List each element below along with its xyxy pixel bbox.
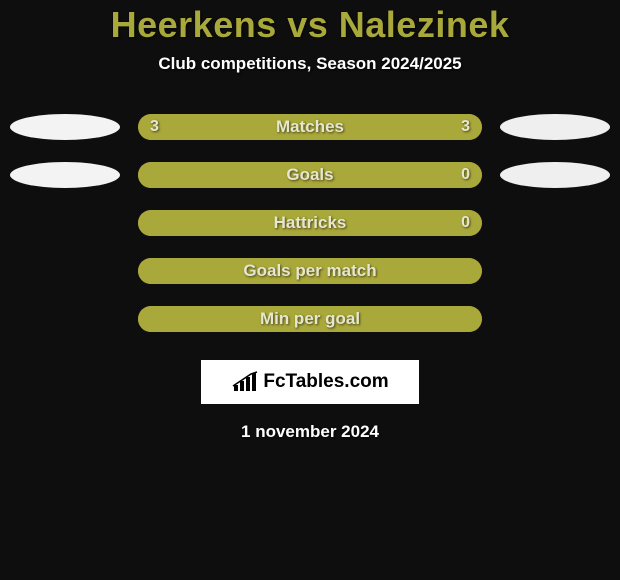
player-right-ellipse [500,210,610,236]
brand-box: FcTables.com [201,360,419,404]
stat-bar: Goals per match [138,258,482,284]
player-left-ellipse [10,162,120,188]
date-line: 1 november 2024 [0,422,620,442]
player-right-ellipse [500,162,610,188]
stat-label: Hattricks [138,210,482,236]
content-wrap: Heerkens vs Nalezinek Club competitions,… [0,0,620,442]
stat-label: Goals per match [138,258,482,284]
subtitle: Club competitions, Season 2024/2025 [0,54,620,74]
player-left-ellipse [10,210,120,236]
stat-row: Min per goal [0,306,620,332]
stat-bar: Min per goal [138,306,482,332]
stat-label: Matches [138,114,482,140]
stat-row: 33Matches [0,114,620,140]
stat-rows: 33Matches 0Goals 0Hattricks Goals per match… [0,114,620,332]
player-left-ellipse [10,306,120,332]
stat-row: 0Goals [0,162,620,188]
stat-bar: 33Matches [138,114,482,140]
player-left-ellipse [10,114,120,140]
stat-label: Goals [138,162,482,188]
stat-row: Goals per match [0,258,620,284]
player-right-ellipse [500,258,610,284]
brand-chart-icon [231,371,259,393]
stat-bar: 0Goals [138,162,482,188]
player-left-ellipse [10,258,120,284]
stat-label: Min per goal [138,306,482,332]
page-title: Heerkens vs Nalezinek [0,4,620,46]
player-right-ellipse [500,114,610,140]
brand-text: FcTables.com [263,371,388,393]
stat-bar: 0Hattricks [138,210,482,236]
player-right-ellipse [500,306,610,332]
stat-row: 0Hattricks [0,210,620,236]
